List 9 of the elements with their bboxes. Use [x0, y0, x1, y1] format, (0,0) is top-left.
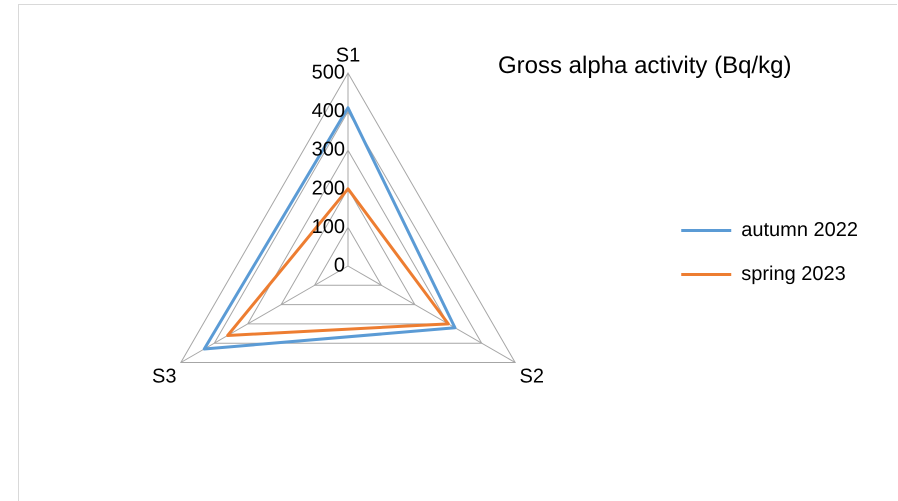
- legend-label: spring 2023: [741, 263, 846, 286]
- y-tick-label: 0: [334, 254, 345, 277]
- legend-label: autumn 2022: [741, 219, 858, 242]
- y-tick-label: 400: [312, 100, 345, 122]
- y-tick-label: 200: [312, 177, 345, 200]
- spoke-label: S3: [152, 366, 177, 388]
- spoke-label: S2: [519, 366, 544, 388]
- chart-title: Gross alpha activity (Bq/kg): [498, 52, 792, 80]
- y-tick-label: 500: [312, 62, 345, 84]
